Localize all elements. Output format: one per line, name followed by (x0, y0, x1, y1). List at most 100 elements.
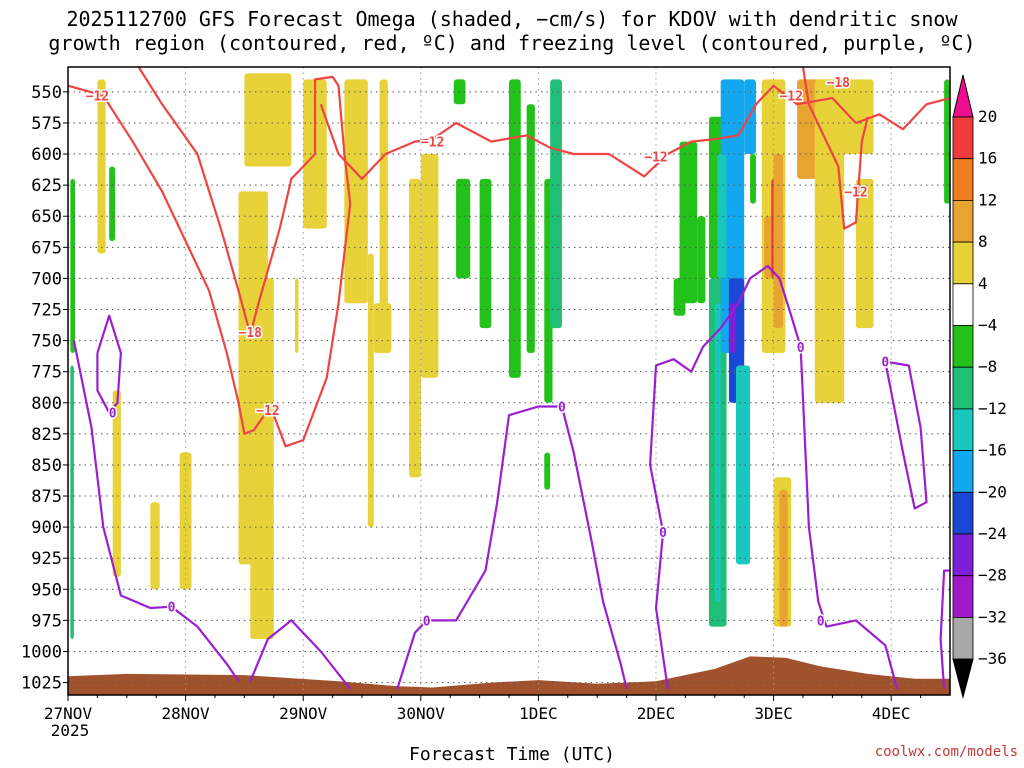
omega-shade-cell (456, 178, 471, 279)
terrain-layer (68, 656, 950, 695)
contour-label: −12 (644, 151, 667, 166)
omega-shade-cell (250, 278, 274, 640)
omega-shade-cell (479, 178, 492, 329)
contour-label: 0 (423, 614, 431, 629)
omega-shade-cell (70, 365, 74, 640)
x-tick-label: 3DEC (754, 704, 793, 723)
omega-shade-cell (944, 79, 950, 204)
contour-label: −12 (844, 185, 867, 200)
dgz-contour-minus18 (137, 66, 352, 448)
colorbar-band (952, 408, 974, 451)
colorbar-label: −12 (978, 399, 1007, 418)
contour-label: −18 (827, 76, 851, 91)
dgz-contour-minus12 (67, 84, 269, 435)
omega-shade-cell (814, 79, 845, 403)
omega-shade-cell (509, 79, 521, 378)
omega-shade-cell (697, 216, 706, 304)
contour-label: −18 (239, 326, 263, 341)
colorbar-band (952, 116, 974, 160)
freezing-contour-d (649, 264, 899, 690)
omega-shade-cell (409, 178, 421, 478)
colorbar-band (952, 617, 974, 660)
contour-label: 0 (558, 400, 566, 415)
colorbar: 20 16 12 8 4 −4 −8 −12 −16 −20 −24 −28 −32 −36 (952, 74, 1007, 700)
omega-shade-cell (379, 79, 388, 354)
freezing-contour-f (939, 569, 950, 689)
x-tick-label: 29NOV (279, 704, 328, 723)
omega-shade-cell (373, 303, 392, 354)
y-tick-label: 575 (31, 114, 62, 134)
colorbar-band (952, 366, 974, 410)
y-tick-label: 825 (31, 425, 62, 445)
x-tick-label: 30NOV (397, 704, 446, 723)
y-tick-label: 925 (31, 549, 62, 569)
contour-label: 0 (797, 341, 805, 356)
omega-shading (70, 73, 950, 640)
omega-shade-cell (112, 390, 121, 577)
contour-label: 0 (109, 407, 117, 422)
y-tick-label: 625 (31, 176, 62, 196)
contour-label: 0 (881, 356, 889, 371)
omega-shade-cell (294, 278, 299, 354)
colorbar-label: −8 (978, 357, 997, 376)
y-tick-label: 1025 (21, 674, 62, 694)
colorbar-label: 8 (978, 232, 988, 251)
y-tick-label: 700 (31, 269, 62, 289)
omega-shade-cell (367, 253, 374, 528)
omega-shade-cell (750, 154, 756, 204)
y-tick-label: 750 (31, 332, 62, 352)
y-tick-label: 975 (31, 611, 62, 631)
contour-label: −12 (256, 404, 279, 419)
omega-shade-cell (179, 452, 192, 590)
omega-shade-cell (735, 365, 751, 565)
x-axis-title: Forecast Time (UTC) (409, 744, 615, 765)
y-axis: 550 575 600 625 650 675 700 725 750 775 800 825 850 8… (21, 83, 68, 694)
freezing-contour-a (72, 340, 240, 682)
x-tick-label: 1DEC (519, 704, 558, 723)
colorbar-band (952, 575, 974, 618)
omega-shade-cell (855, 178, 874, 329)
colorbar-bottom-arrow (952, 658, 974, 700)
x-tick-label: 28NOV (162, 704, 211, 723)
y-tick-label: 1000 (21, 642, 62, 662)
colorbar-top-arrow (952, 74, 974, 118)
x-tick-label: 4DEC (872, 704, 911, 723)
contour-label: −12 (779, 90, 802, 105)
x-tick-year-label: 2025 (51, 721, 90, 740)
y-tick-label: 600 (31, 145, 62, 165)
colorbar-band (952, 241, 974, 285)
colorbar-band (952, 491, 974, 535)
colorbar-band (952, 158, 974, 201)
colorbar-label: −24 (978, 524, 1007, 543)
freezing-contour-b (249, 619, 352, 690)
y-tick-label: 800 (31, 394, 62, 414)
y-tick-label: 850 (31, 456, 62, 476)
omega-shade-cell (109, 166, 116, 242)
credit-text: coolwx.com/models (874, 744, 1018, 760)
x-tick-label: 27NOV (44, 704, 93, 723)
y-tick-label: 725 (31, 300, 62, 320)
y-tick-label: 775 (31, 363, 62, 383)
colorbar-band (952, 450, 974, 493)
y-tick-label: 550 (31, 83, 62, 103)
colorbar-band (952, 199, 974, 243)
contour-labels: −12 −12 −12 −12 −18 −12 −18 −12 0 0 0 0 0 0 0 0 (84, 74, 891, 630)
omega-shade-cell (717, 154, 727, 279)
contour-label: −12 (86, 90, 109, 105)
dgz-contour-right (801, 66, 869, 230)
omega-shade-cell (97, 79, 106, 254)
omega-shade-cell (420, 154, 439, 378)
colorbar-band (952, 325, 974, 368)
colorbar-band (952, 283, 974, 326)
y-tick-label: 675 (31, 238, 62, 258)
colorbar-label: 12 (978, 190, 997, 209)
omega-shade-cell (773, 154, 784, 329)
omega-shade-cell (344, 79, 368, 304)
colorbar-band (952, 533, 974, 577)
omega-shade-cell (526, 104, 535, 354)
contour-lines (67, 66, 951, 690)
omega-shade-cell (244, 73, 292, 167)
omega-shade-cell (714, 303, 721, 602)
